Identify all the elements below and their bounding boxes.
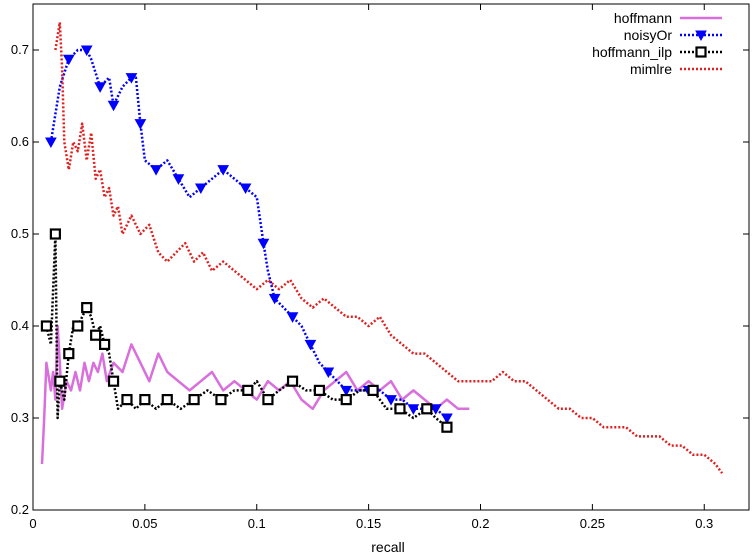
series-mimlre — [54, 21, 724, 474]
series-hoffmann_ilp — [40, 228, 453, 433]
legend-marker — [695, 30, 707, 42]
data-point-hoffmann_ilp — [81, 302, 93, 314]
legend-item-hoffmann_ilp: hoffmann_ilp — [592, 44, 722, 60]
data-point-noisyOr — [322, 367, 335, 379]
data-point-noisyOr — [441, 413, 453, 425]
data-point-hoffmann_ilp — [90, 329, 102, 341]
data-point-hoffmann_ilp — [121, 394, 133, 406]
data-point-noisyOr — [340, 385, 353, 397]
plot-border — [32, 3, 750, 511]
series-line-hoffmann — [40, 324, 470, 465]
data-point-hoffmann_ilp — [394, 403, 406, 415]
x-axis-title: recall — [371, 539, 404, 555]
data-point-hoffmann_ilp — [54, 375, 66, 387]
y-tick-label: 0.3 — [11, 410, 29, 425]
data-point-noisyOr — [62, 54, 75, 66]
data-point-noisyOr — [407, 404, 420, 415]
data-point-hoffmann_ilp — [188, 394, 200, 406]
data-point-hoffmann_ilp — [40, 320, 53, 332]
x-tick-label: 0.1 — [248, 516, 266, 531]
series-hoffmann — [40, 324, 470, 465]
x-tick-label: 0.2 — [471, 516, 489, 531]
data-point-hoffmann_ilp — [215, 394, 227, 406]
x-tick-label: 0.3 — [695, 516, 713, 531]
y-tick-label: 0.6 — [11, 134, 29, 149]
legend-label: mimlre — [630, 61, 672, 77]
y-tick-label: 0.4 — [11, 318, 29, 333]
x-tick-label: 0 — [29, 516, 36, 531]
data-point-hoffmann_ilp — [367, 384, 379, 396]
data-point-hoffmann_ilp — [313, 384, 325, 396]
data-point-noisyOr — [172, 174, 185, 185]
data-point-noisyOr — [239, 183, 252, 195]
data-point-hoffmann_ilp — [340, 394, 352, 406]
data-point-noisyOr — [257, 238, 270, 250]
data-point-hoffmann_ilp — [421, 403, 433, 415]
data-point-noisyOr — [134, 119, 147, 130]
y-tick-label: 0.5 — [11, 226, 29, 241]
data-point-noisyOr — [94, 82, 106, 93]
data-point-hoffmann_ilp — [98, 338, 111, 350]
data-point-hoffmann_ilp — [107, 375, 120, 387]
series-line-hoffmann_ilp — [45, 232, 448, 429]
series-noisyOr — [45, 45, 453, 425]
data-point-noisyOr — [80, 45, 93, 57]
y-tick-label: 0.2 — [11, 502, 29, 517]
data-point-noisyOr — [429, 404, 442, 415]
data-point-noisyOr — [217, 165, 230, 176]
legend-label: hoffmann_ilp — [592, 44, 672, 60]
plot-frame — [32, 3, 750, 511]
data-point-hoffmann_ilp — [441, 421, 453, 433]
legend-item-hoffmann: hoffmann — [614, 10, 722, 26]
data-point-noisyOr — [150, 165, 162, 176]
data-point-hoffmann_ilp — [286, 375, 299, 387]
data-point-noisyOr — [268, 293, 281, 305]
data-point-hoffmann_ilp — [139, 394, 151, 406]
y-axis-ticks: 0.2 0.3 0.4 0.5 0.6 0.7 — [11, 42, 749, 517]
legend-item-noisyOr: noisyOr — [624, 27, 722, 43]
x-tick-label: 0.15 — [356, 516, 381, 531]
data-point-hoffmann_ilp — [49, 228, 61, 240]
data-point-noisyOr — [107, 100, 120, 112]
data-point-noisyOr — [125, 73, 138, 84]
data-point-noisyOr — [304, 339, 317, 351]
x-tick-label: 0.05 — [132, 516, 157, 531]
data-point-hoffmann_ilp — [262, 394, 274, 406]
legend-item-mimlre: mimlre — [630, 61, 722, 77]
legend-label: hoffmann — [614, 10, 672, 26]
x-tick-label: 0.25 — [580, 516, 605, 531]
data-point-noisyOr — [385, 395, 397, 406]
legend-label: noisyOr — [624, 27, 673, 43]
data-point-noisyOr — [45, 137, 57, 149]
data-point-hoffmann_ilp — [72, 320, 84, 332]
x-axis-ticks: 0 0.05 0.1 0.15 0.2 0.25 0.3 — [29, 4, 713, 531]
series-line-mimlre — [54, 21, 724, 474]
y-tick-label: 0.7 — [11, 42, 29, 57]
data-point-noisyOr — [286, 312, 299, 323]
data-point-hoffmann_ilp — [242, 384, 254, 396]
series-layer — [40, 21, 724, 474]
legend-marker — [695, 46, 707, 58]
data-point-noisyOr — [194, 183, 207, 195]
data-point-hoffmann_ilp — [161, 394, 173, 406]
data-point-hoffmann_ilp — [63, 348, 75, 360]
